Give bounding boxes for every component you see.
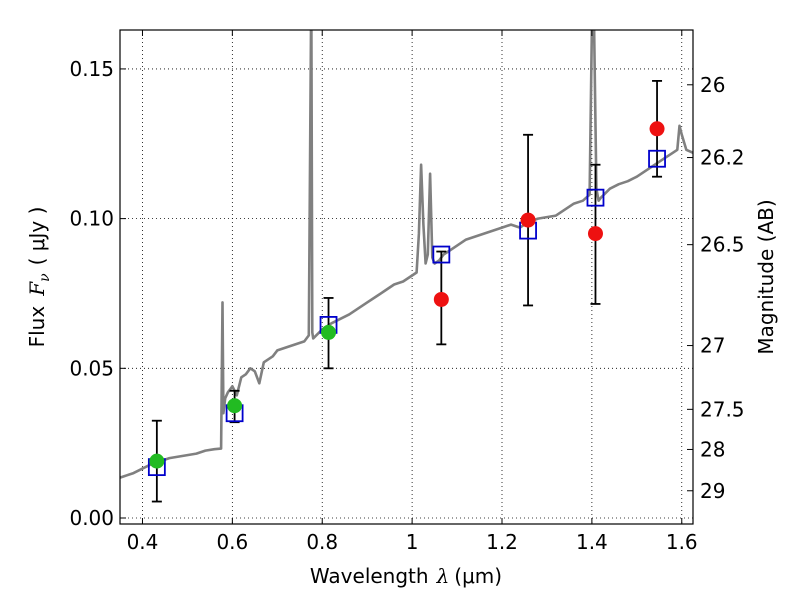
y-tick-label: 0.05 [69,356,114,380]
observed-hst-point [227,398,243,414]
observed-ir-point [520,212,536,228]
y-axis-label: FluxFν( μJy ) [25,207,53,348]
x-axis-label: Wavelength λ (μm) [310,564,502,588]
model-band-point [432,245,451,264]
observed-ir-point [587,226,603,242]
observed-ir-point [433,291,449,307]
model-band-point [648,149,666,168]
x-tick-label: 0.6 [216,530,248,554]
y2-tick-label: 28 [700,437,725,461]
x-tick-label: 0.4 [127,530,159,554]
y2-tick-label: 27.5 [700,397,745,421]
plot-area [120,30,693,503]
y2-tick-label: 27 [700,334,725,358]
y2-axis-label: Magnitude (AB) [754,199,778,354]
x-tick-label: 1.6 [666,530,698,554]
y2-tick-label: 26 [700,73,725,97]
observed-hst-point [149,453,165,469]
y-tick-label: 0.00 [69,506,114,530]
y2-tick-label: 26.5 [700,233,745,257]
y-tick-label: 0.10 [69,207,114,231]
y2-tick-label: 26.2 [700,146,745,170]
y-tick-label: 0.15 [69,57,114,81]
x-tick-label: 0.8 [306,530,338,554]
x-tick-label: 1.2 [486,530,518,554]
model-band-point [586,188,605,207]
x-tick-label: 1.4 [576,530,608,554]
x-tick-label: 1 [406,530,419,554]
observed-ir-point [649,121,665,137]
model-spectrum-line [120,30,693,479]
plot-frame [119,29,694,525]
axis-ticks: 0.4 0.6 0.8 1 1.2 1.4 1.6 0.00 0.05 0.10 0.15 26 26.… [69,30,745,554]
y2-tick-label: 29 [700,479,725,503]
observed-hst-point [321,324,337,340]
